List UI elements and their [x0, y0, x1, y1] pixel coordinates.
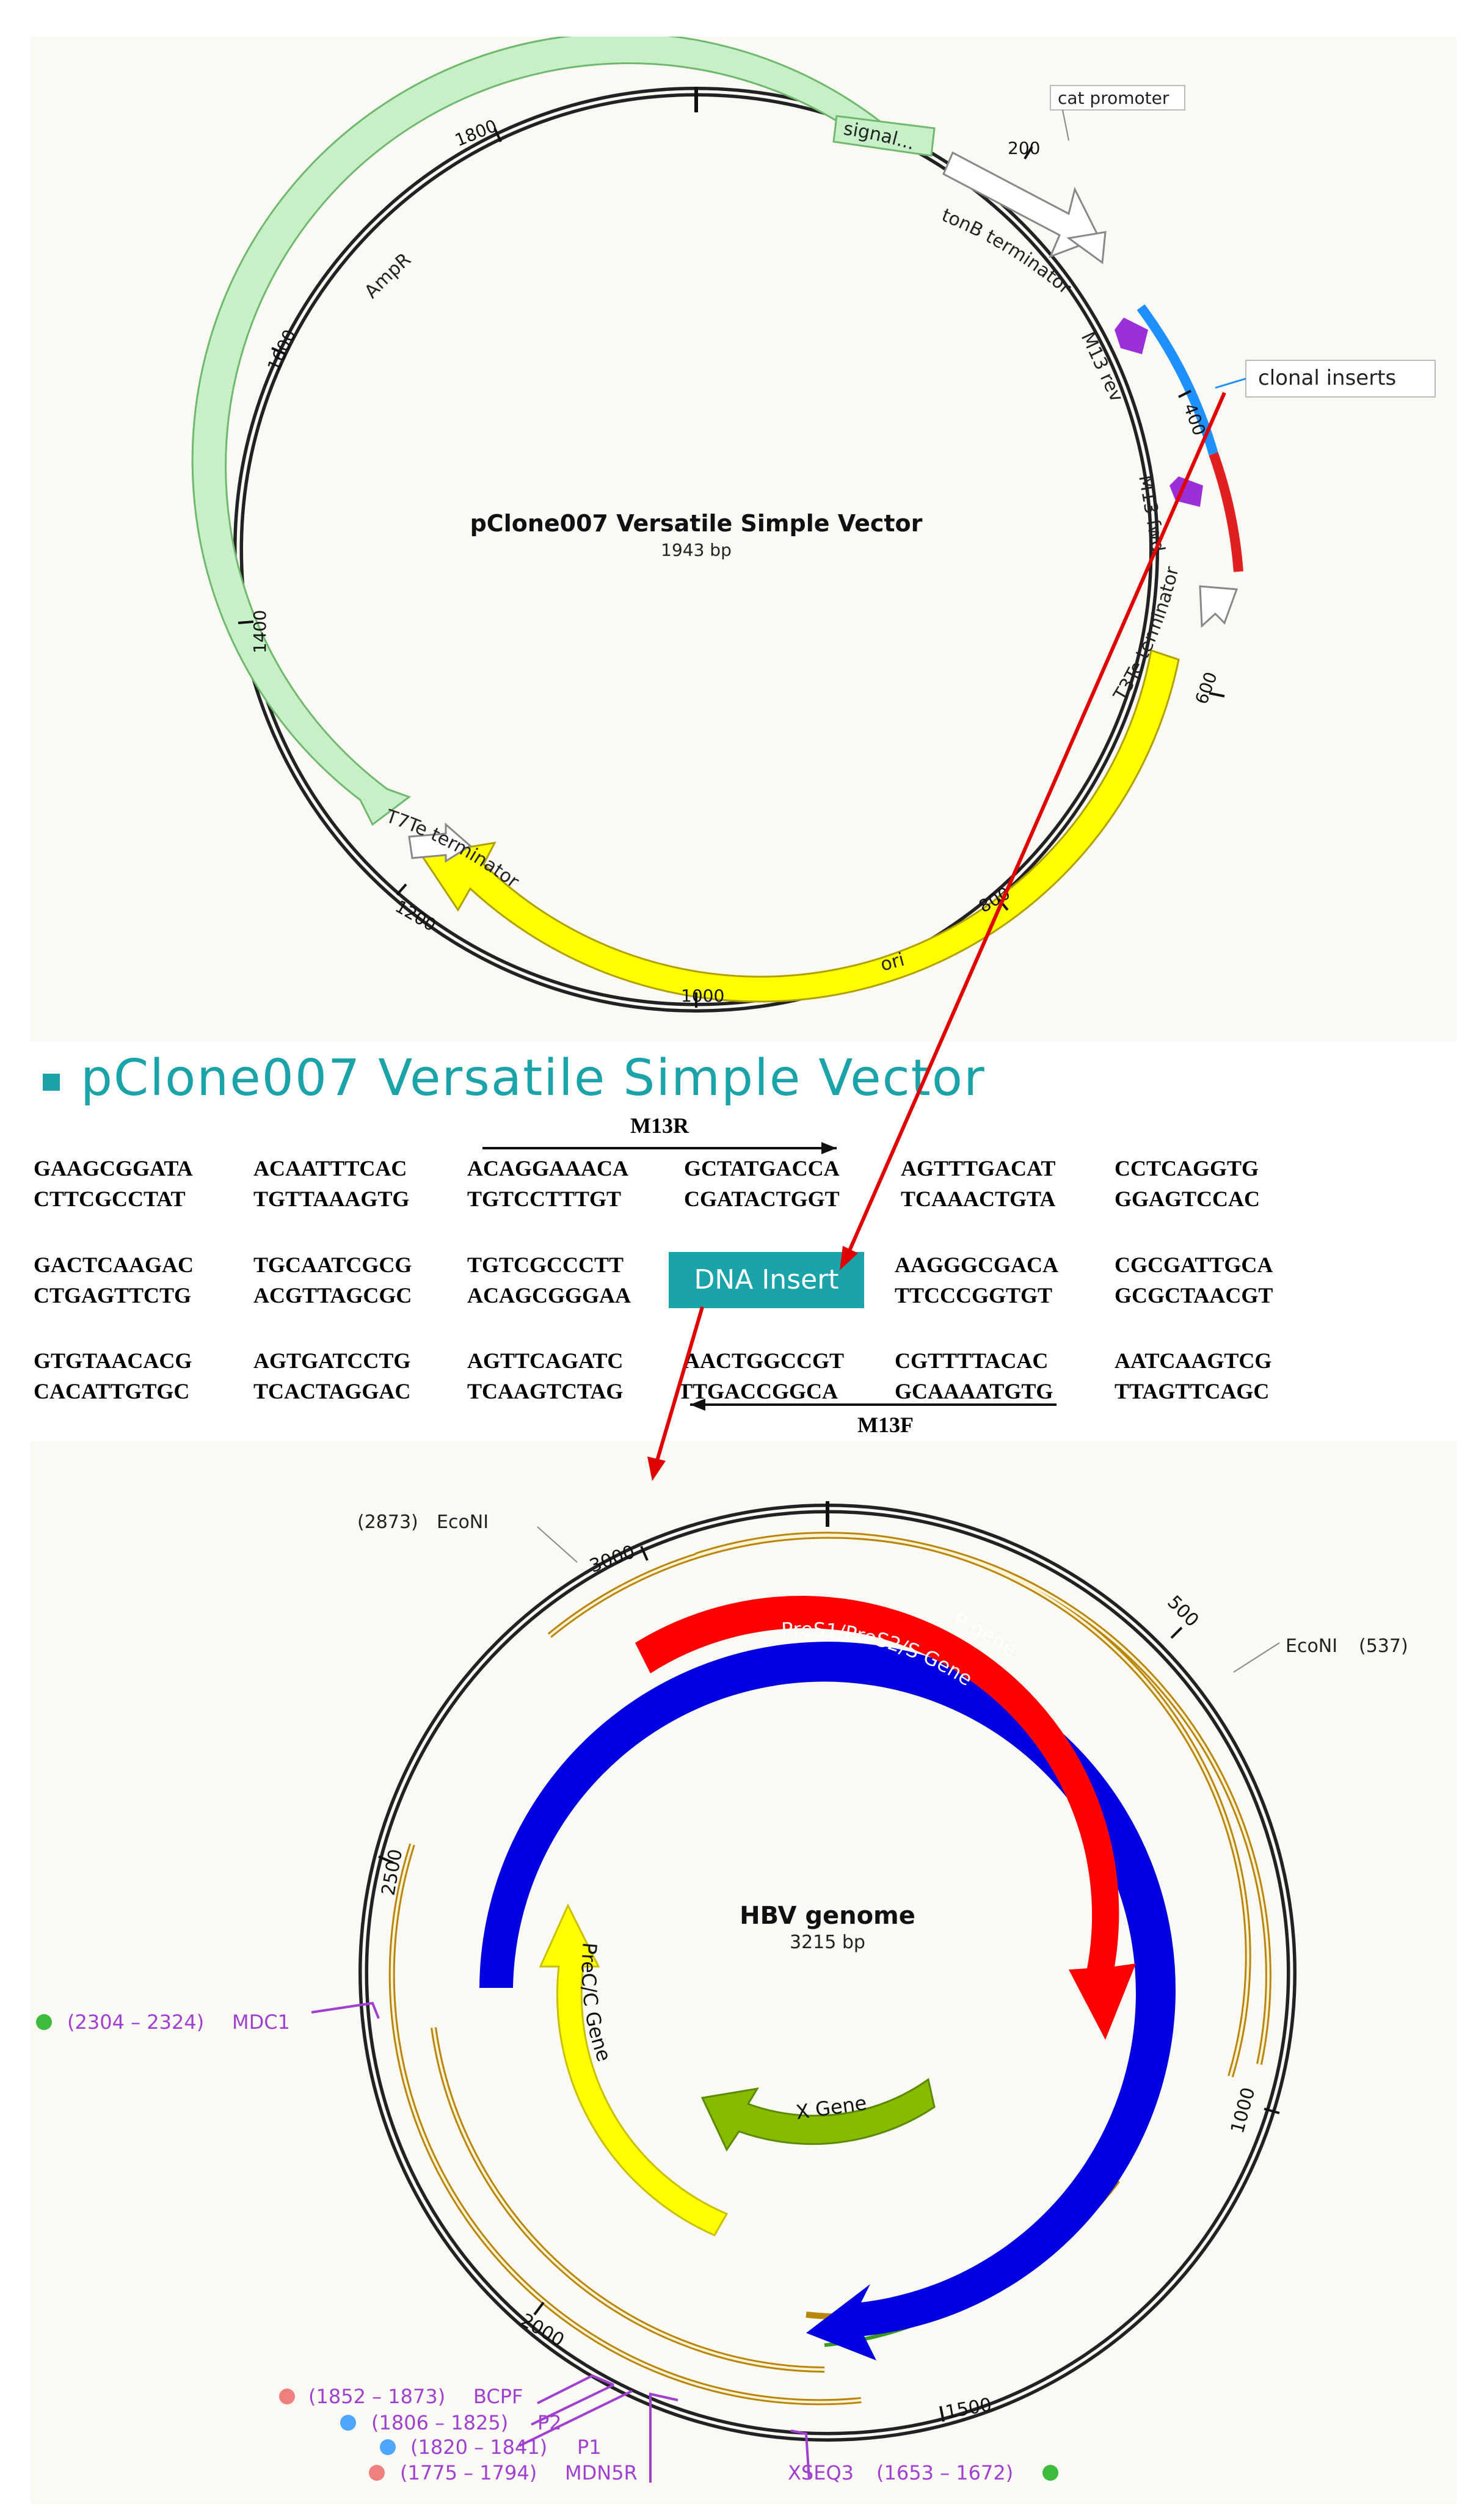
tick-200: 200 [1008, 138, 1040, 158]
primer-marks [311, 2001, 810, 2483]
clonal-segment-red [1209, 452, 1243, 572]
ampr-arrow [191, 37, 881, 826]
x-gene-arrow [700, 2078, 936, 2152]
seq-cell: GGAGTCCAC [1115, 1187, 1260, 1211]
dna-insert-box [669, 1252, 864, 1308]
title-bullet-icon [43, 1074, 60, 1091]
seq-cell: TCAAACTGTA [901, 1187, 1055, 1211]
seq-cell: AACTGGCCGT [684, 1348, 844, 1373]
seq-cell: TGTCGCCCTT [467, 1253, 624, 1277]
tick-1600: 1600 [263, 326, 300, 374]
seq-cell: ACGTTAGCGC [253, 1283, 412, 1308]
seq-cell: GCAAAATGTG [895, 1379, 1053, 1403]
hbv-name: HBV genome [740, 1902, 915, 1930]
seq-cell: TTGACCGGCA [678, 1379, 838, 1403]
vector-ticks [238, 128, 1225, 1008]
seq-cell: TGTTAAAGTG [253, 1187, 409, 1211]
seq-cell: CGATACTGGT [684, 1187, 840, 1211]
m13-rev-marker [1115, 318, 1148, 354]
hbv-map: 500 1000 1500 2000 2500 3000 P gene PreS… [311, 1501, 1408, 2483]
seq-cell: AGTTCAGATC [467, 1348, 623, 1373]
m13f-label: M13F [857, 1413, 914, 1437]
seq-cell: GCGCTAACGT [1115, 1283, 1273, 1308]
tick-1000: 1000 [681, 986, 724, 1006]
seq-cell: AAGGGCGACA [895, 1253, 1058, 1277]
sequence-block-1: GAAGCGGATA ACAATTTCAC ACAGGAAACA GCTATGA… [34, 1156, 1260, 1211]
seq-cell: CGCGATTGCA [1115, 1253, 1273, 1277]
site-econi-2873-name: EcoNI [437, 1512, 489, 1533]
m13r-arrowhead [821, 1142, 837, 1154]
seq-cell: TGCAATCGCG [253, 1253, 412, 1277]
sequence-title: pClone007 Versatile Simple Vector [81, 1049, 986, 1107]
dna-insert-label: DNA Insert [694, 1264, 838, 1295]
tick-1200: 1200 [392, 896, 440, 935]
seq-cell: AATCAAGTCG [1115, 1348, 1271, 1373]
vector-name: pClone007 Versatile Simple Vector [470, 510, 923, 537]
seq-cell: CTGAGTTCTG [34, 1283, 191, 1308]
tick-1400: 1400 [250, 610, 270, 653]
seq-cell: ACAGCGGGAA [467, 1283, 631, 1308]
seq-cell: CGTTTTACAC [895, 1348, 1048, 1373]
seq-cell: CTTCGCCTAT [34, 1187, 186, 1211]
tonb-terminator-arrow [942, 151, 1101, 258]
tick-500: 500 [1163, 1592, 1202, 1631]
clonal-inserts-box [1245, 360, 1436, 398]
site-econi-537-name: EcoNI [1286, 1636, 1337, 1657]
seq-cell: AGTGATCCTG [253, 1348, 410, 1373]
signal-segment [832, 115, 936, 157]
cat-promoter-box [1050, 85, 1185, 111]
seq-cell: TGTCCTTTGT [467, 1187, 621, 1211]
seq-cell: TCAAGTCTAG [467, 1379, 623, 1403]
tick-600: 600 [1191, 669, 1221, 707]
t7te-small-arrow [408, 822, 472, 863]
pres-gene-arrow [635, 1595, 1136, 2040]
seq-cell: TCACTAGGAC [253, 1379, 410, 1403]
m13-fwd-label: M13 fwd [1134, 473, 1169, 553]
tick-400: 400 [1179, 401, 1209, 438]
t3te-small-arrow [1199, 585, 1238, 628]
vector-size: 1943 bp [661, 540, 732, 560]
site-econi-2873-pos: (2873) [357, 1512, 418, 1533]
seq-cell: ACAATTTCAC [253, 1156, 407, 1181]
seq-cell: GAAGCGGATA [34, 1156, 193, 1181]
seq-cell: GTGTAACACG [34, 1348, 192, 1373]
clonal-inserts-label: clonal inserts [1258, 366, 1396, 390]
seq-cell: GCTATGACCA [684, 1156, 840, 1181]
sequence-block-2: GACTCAAGAC TGCAATCGCG TGTCGCCCTT AAGGGCG… [34, 1253, 1273, 1308]
tick-1000: 1000 [1227, 2085, 1260, 2136]
sequence-panel: M13R GAAGCGGATA ACAATTTCAC ACAGGAAACA GC… [34, 1113, 1273, 1437]
hbv-size: 3215 bp [790, 1932, 865, 1953]
sequence-block-3: GTGTAACACG AGTGATCCTG AGTTCAGATC AACTGGC… [34, 1348, 1271, 1403]
hbv-map-panel: 500 1000 1500 2000 2500 3000 P gene PreS… [31, 1441, 1457, 2504]
seq-cell: AGTTTGACAT [901, 1156, 1055, 1181]
hbv-ticks [378, 1546, 1280, 2422]
seq-cell: CCTCAGGTG [1115, 1156, 1259, 1181]
tonb-small-arrow [1066, 231, 1107, 264]
vector-map: 200 400 600 800 1000 1200 1400 1600 1800… [191, 37, 1436, 1013]
seq-cell: TTCCCGGTGT [895, 1283, 1052, 1308]
vector-map-panel: 200 400 600 800 1000 1200 1400 1600 1800… [31, 37, 1457, 1041]
ampr-label: AmpR [360, 249, 415, 302]
m13-fwd-marker [1169, 476, 1203, 507]
tick-1500: 1500 [944, 2394, 993, 2423]
sequence-title-bar: pClone007 Versatile Simple Vector [43, 1038, 1142, 1124]
seq-cell: CACATTGTGC [34, 1379, 189, 1403]
cat-promoter-label: cat promoter [1058, 88, 1169, 108]
m13r-label: M13R [630, 1113, 689, 1138]
tick-3000: 3000 [587, 1541, 638, 1577]
site-econi-537-pos: (537) [1359, 1636, 1408, 1657]
precore-gene-arrow [539, 1903, 729, 2236]
seq-cell: ACAGGAAACA [467, 1156, 628, 1181]
seq-cell: TTAGTTCAGC [1115, 1379, 1269, 1403]
seq-cell: GACTCAAGAC [34, 1253, 194, 1277]
